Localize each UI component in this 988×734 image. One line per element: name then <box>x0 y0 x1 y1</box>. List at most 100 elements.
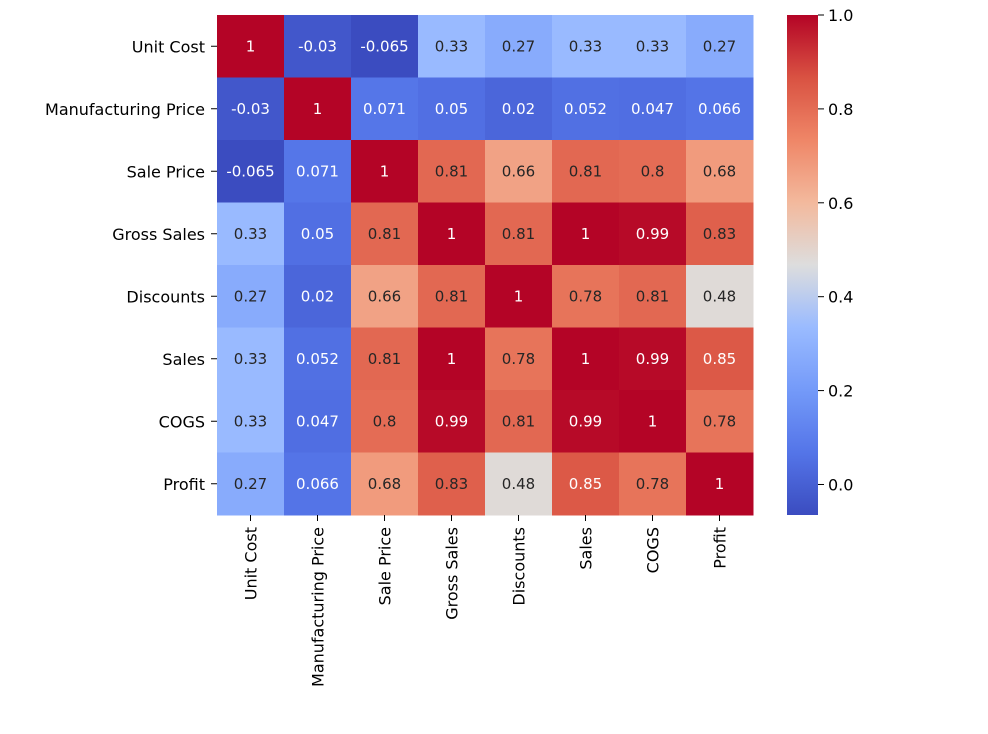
cell-annotation: -0.03 <box>298 37 337 55</box>
heatmap-cell-cogs-unit-cost <box>217 390 285 453</box>
heatmap-cell-cogs-discounts <box>485 390 553 453</box>
heatmap-cell-sales-sale-price <box>351 327 419 391</box>
heatmap-cell-gross-sales-gross-sales <box>418 202 486 266</box>
heatmap-cell-gross-sales-manufacturing-price <box>284 202 352 266</box>
cell-annotation: 0.071 <box>296 162 339 180</box>
heatmap-cell-manufacturing-price-sale-price <box>351 77 419 141</box>
colorbar-tick-label: 0.6 <box>828 194 853 213</box>
heatmap-cell-gross-sales-sale-price <box>351 202 419 266</box>
heatmap-cell-profit-unit-cost <box>217 452 285 516</box>
cell-annotation: 1 <box>715 475 725 493</box>
row-label-manufacturing-price: Manufacturing Price <box>45 100 205 119</box>
heatmap-cell-sale-price-discounts <box>485 140 553 203</box>
heatmap-cell-discounts-discounts <box>485 265 553 328</box>
colorbar: 0.0 0.2 0.4 0.6 0.8 1.0 <box>787 6 853 515</box>
cell-annotation: 1 <box>581 225 591 243</box>
cell-annotation: 0.78 <box>703 412 736 430</box>
cell-annotation: 0.27 <box>234 475 267 493</box>
heatmap-cell-discounts-cogs <box>619 265 687 328</box>
heatmap-cell-profit-sale-price <box>351 452 419 516</box>
heatmap-cell-discounts-manufacturing-price <box>284 265 352 328</box>
row-label-unit-cost: Unit Cost <box>132 37 205 56</box>
cell-annotation: 1 <box>380 162 390 180</box>
cell-annotation: 0.02 <box>502 100 535 118</box>
cell-annotation: -0.065 <box>226 162 274 180</box>
cell-annotation: 1 <box>447 225 457 243</box>
cell-annotation: 0.33 <box>435 37 468 55</box>
cell-annotation: 0.052 <box>564 100 607 118</box>
heatmap-cell-sales-gross-sales <box>418 327 486 391</box>
heatmap-cell-cogs-profit <box>686 390 754 453</box>
cell-annotation: 0.047 <box>296 412 339 430</box>
heatmap-cell-manufacturing-price-unit-cost <box>217 77 285 141</box>
heatmap-cell-sale-price-profit <box>686 140 754 203</box>
heatmap-cell-sale-price-cogs <box>619 140 687 203</box>
cell-annotations: 1 -0.03 -0.065 0.33 0.27 0.33 0.33 0.27 -0.03 1 0.… <box>226 37 741 493</box>
cell-annotation: 0.81 <box>502 225 535 243</box>
heatmap-cell-gross-sales-unit-cost <box>217 202 285 266</box>
heatmap-cell-unit-cost-sale-price <box>351 15 419 78</box>
heatmap-cell-sale-price-unit-cost <box>217 140 285 203</box>
heatmap-cell-manufacturing-price-manufacturing-price <box>284 77 352 141</box>
cell-annotation: 0.27 <box>703 37 736 55</box>
row-label-sale-price: Sale Price <box>127 162 205 181</box>
heatmap-cell-unit-cost-sales <box>552 15 620 78</box>
heatmap-cell-cogs-cogs <box>619 390 687 453</box>
colorbar-tick-label: 0.8 <box>828 100 853 119</box>
cell-annotation: 1 <box>313 100 323 118</box>
heatmap-cell-discounts-gross-sales <box>418 265 486 328</box>
cell-annotation: -0.065 <box>360 37 408 55</box>
cell-annotation: 0.81 <box>636 287 669 305</box>
heatmap-cell-gross-sales-discounts <box>485 202 553 266</box>
heatmap-cell-cogs-sale-price <box>351 390 419 453</box>
heatmap-cell-profit-profit <box>686 452 754 516</box>
heatmap-cell-unit-cost-manufacturing-price <box>284 15 352 78</box>
colorbar-tick-label: 0.4 <box>828 288 853 307</box>
cell-annotation: 0.78 <box>569 287 602 305</box>
column-label-sales: Sales <box>577 527 596 570</box>
column-label-profit: Profit <box>711 527 730 569</box>
cell-annotation: 0.071 <box>363 100 406 118</box>
heatmap-cell-sales-cogs <box>619 327 687 391</box>
heatmap-cell-profit-manufacturing-price <box>284 452 352 516</box>
cell-annotation: 0.052 <box>296 350 339 368</box>
colorbar-tick-label: 0.0 <box>828 475 853 494</box>
heatmap-cell-sales-discounts <box>485 327 553 391</box>
column-label-sale-price: Sale Price <box>376 527 395 605</box>
cell-annotation: 0.33 <box>636 37 669 55</box>
heatmap-cell-sales-unit-cost <box>217 327 285 391</box>
heatmap-cell-manufacturing-price-discounts <box>485 77 553 141</box>
heatmap-cell-unit-cost-cogs <box>619 15 687 78</box>
cell-annotation: 0.8 <box>373 412 397 430</box>
heatmap-cell-sales-sales <box>552 327 620 391</box>
heatmap-cell-profit-sales <box>552 452 620 516</box>
row-label-sales: Sales <box>162 350 205 369</box>
heatmap-cell-manufacturing-price-cogs <box>619 77 687 141</box>
cell-annotation: 0.81 <box>569 162 602 180</box>
column-labels: Unit Cost Manufacturing Price Sale Price Gr… <box>242 515 730 687</box>
cell-annotation: 0.99 <box>636 350 669 368</box>
cell-annotation: 0.81 <box>368 225 401 243</box>
heatmap-cell-profit-cogs <box>619 452 687 516</box>
cell-annotation: 1 <box>648 412 658 430</box>
heatmap-cell-sale-price-gross-sales <box>418 140 486 203</box>
cell-annotation: 0.99 <box>636 225 669 243</box>
heatmap-cell-manufacturing-price-sales <box>552 77 620 141</box>
cell-annotation: 1 <box>514 287 524 305</box>
heatmap-cell-unit-cost-discounts <box>485 15 553 78</box>
colorbar-tick-label: 1.0 <box>828 6 853 25</box>
cell-annotation: 0.27 <box>234 287 267 305</box>
cell-annotation: 0.05 <box>301 225 334 243</box>
heatmap-cell-discounts-sale-price <box>351 265 419 328</box>
cell-annotation: 1 <box>581 350 591 368</box>
heatmap-cell-discounts-sales <box>552 265 620 328</box>
cell-annotation: 0.81 <box>435 162 468 180</box>
cell-annotation: 0.66 <box>502 162 535 180</box>
cell-annotation: 0.05 <box>435 100 468 118</box>
row-label-gross-sales: Gross Sales <box>112 225 205 244</box>
cell-annotation: 0.33 <box>569 37 602 55</box>
heatmap-cell-cogs-gross-sales <box>418 390 486 453</box>
cell-annotation: 0.8 <box>641 162 665 180</box>
colorbar-gradient <box>787 15 818 515</box>
